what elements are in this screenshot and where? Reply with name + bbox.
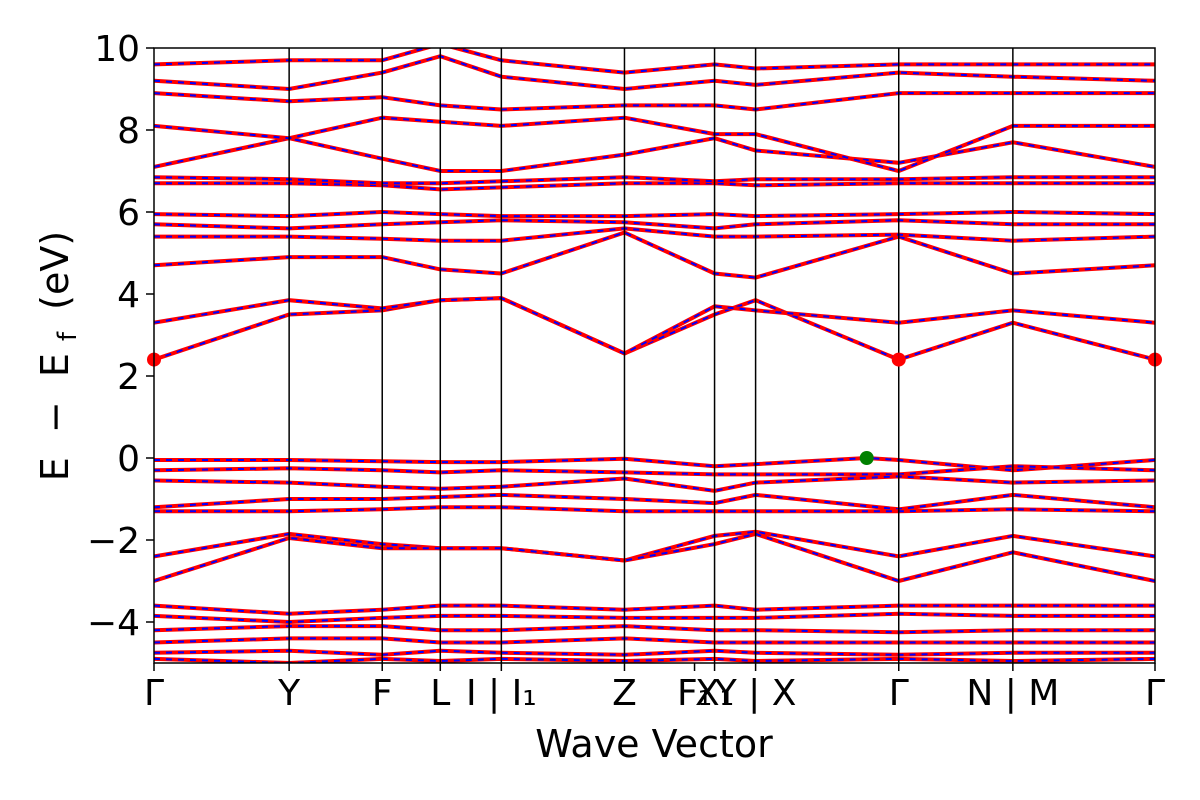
band-spin-up-0 — [154, 296, 1155, 362]
band-spin-down-2 — [154, 231, 1155, 279]
band-spin-up-22 — [154, 624, 1155, 635]
band-spin-up-17 — [154, 505, 1155, 514]
band-spin-up-3 — [154, 226, 1155, 243]
y-tick-label-7: 10 — [94, 29, 140, 70]
band-lines — [154, 48, 1155, 663]
y-tick-label-1: −2 — [87, 521, 140, 562]
band-spin-up-19 — [154, 531, 1155, 584]
x-tick-label-7: X₁ — [695, 673, 734, 714]
y-axis-label: E − E f (eV) — [33, 231, 85, 481]
y-axis-label-base: E — [33, 457, 77, 481]
band-spin-up-13 — [154, 455, 1155, 473]
x-axis-label: Wave Vector — [535, 722, 773, 766]
band-spin-up-10 — [154, 91, 1155, 112]
y-axis-label-base-2: E — [33, 353, 77, 377]
band-spin-up-16 — [154, 492, 1155, 512]
band-spin-up-6 — [154, 181, 1155, 192]
band-spin-up-24 — [154, 648, 1155, 657]
x-tick-label-10: N | M — [966, 673, 1059, 714]
y-axis-ticks: −4 −2 0 2 4 6 8 10 — [87, 29, 154, 644]
band-spin-up-5 — [154, 209, 1155, 219]
x-tick-label-5: Z — [612, 673, 637, 714]
plot-frame — [153, 47, 1156, 664]
x-tick-label-9: Γ — [889, 673, 909, 714]
y-tick-label-6: 8 — [117, 111, 140, 152]
y-axis-label-subscript: f — [53, 331, 83, 341]
y-tick-label-2: 0 — [117, 439, 140, 480]
band-spin-up-20 — [154, 603, 1155, 616]
x-tick-label-8: Y | X — [714, 673, 797, 714]
x-tick-label-1: Y — [277, 673, 301, 714]
band-spin-down-12 — [154, 48, 1155, 74]
y-axis-label-minus: − — [33, 401, 77, 433]
band-spin-up-15 — [154, 474, 1155, 493]
x-tick-label-0: Γ — [144, 673, 164, 714]
x-tick-label-4: I | I₁ — [466, 673, 537, 714]
band-spin-up-4 — [154, 218, 1155, 231]
cbm-marker-1 — [891, 352, 906, 367]
vbm-marker-0 — [859, 451, 874, 465]
y-tick-label-3: 2 — [117, 357, 140, 398]
x-tick-label-2: F — [372, 673, 393, 714]
x-tick-label-6: F₁ — [677, 673, 712, 714]
band-spin-up-23 — [154, 636, 1155, 645]
x-tick-label-3: L — [430, 673, 450, 714]
y-tick-label-0: −4 — [87, 603, 140, 644]
band-edge-markers — [147, 352, 1162, 465]
y-tick-label-5: 6 — [117, 193, 140, 234]
y-axis-label-unit: (eV) — [33, 231, 77, 310]
y-tick-label-4: 4 — [117, 275, 140, 316]
x-tick-label-11: Γ — [1145, 673, 1165, 714]
band-spin-down-19 — [154, 532, 1155, 583]
band-spin-down-0 — [154, 297, 1155, 361]
